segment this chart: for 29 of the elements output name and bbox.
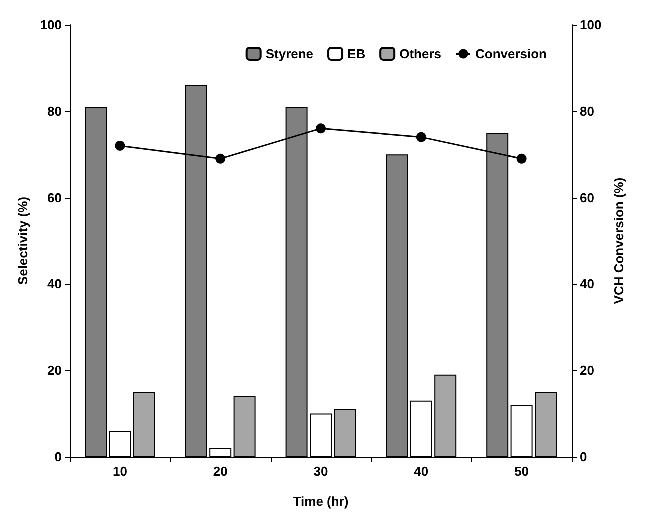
point bbox=[216, 154, 226, 164]
x-tick-label: 50 bbox=[514, 464, 530, 479]
y2-axis-title: VCH Conversion (%) bbox=[612, 178, 627, 304]
y-tick-label: 20 bbox=[48, 363, 62, 378]
y2-tick-label: 20 bbox=[580, 363, 594, 378]
y2-tick-label: 0 bbox=[580, 450, 588, 464]
y2-tick-label: 100 bbox=[580, 18, 602, 32]
y-tick-label: 100 bbox=[40, 18, 62, 32]
y2-tick-label: 60 bbox=[580, 190, 594, 206]
y2-tick-label: 80 bbox=[580, 104, 594, 119]
x-axis-title: Time (hr) bbox=[293, 494, 349, 509]
y-tick-label: 80 bbox=[48, 104, 62, 119]
legend-label: EB bbox=[348, 46, 366, 62]
point bbox=[115, 140, 126, 151]
point bbox=[416, 132, 426, 142]
x-tick-label: 40 bbox=[414, 464, 429, 479]
x-tick-label: 10 bbox=[112, 464, 128, 479]
y-tick-label: 0 bbox=[54, 450, 62, 464]
point bbox=[316, 124, 326, 134]
x-tick-label: 20 bbox=[213, 464, 228, 479]
legend-label: Conversion bbox=[475, 46, 548, 62]
y-axis-title: Selectivity (%) bbox=[15, 196, 30, 286]
x-tick-label: 30 bbox=[314, 464, 328, 479]
y2-tick-label: 40 bbox=[580, 276, 594, 292]
y-tick-label: 40 bbox=[48, 276, 62, 292]
point bbox=[516, 154, 527, 164]
legend-label: Others bbox=[400, 46, 442, 62]
y-tick-label: 60 bbox=[48, 190, 62, 206]
legend-label: Styrene bbox=[266, 46, 314, 62]
